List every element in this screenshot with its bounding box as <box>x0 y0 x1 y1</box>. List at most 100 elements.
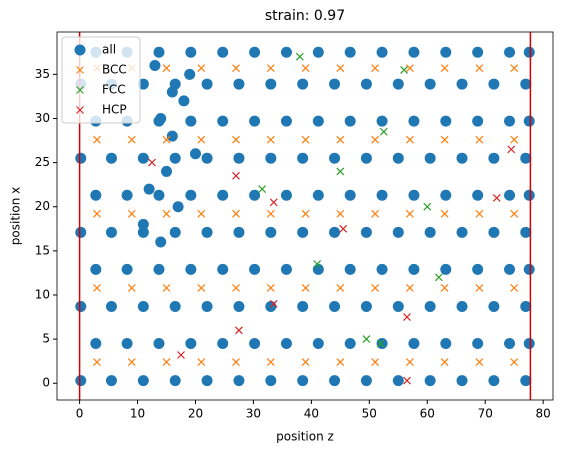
point <box>90 338 102 350</box>
point <box>105 152 117 164</box>
point <box>249 189 261 201</box>
x-tick-label: 20 <box>188 407 203 421</box>
cross-marker <box>232 171 240 180</box>
point <box>75 152 87 164</box>
cross-marker <box>162 64 171 73</box>
cross-marker <box>405 64 414 73</box>
cross-marker <box>127 358 136 366</box>
cross-marker <box>313 260 322 269</box>
legend-label: FCC <box>102 83 126 97</box>
point <box>217 338 229 350</box>
point <box>297 300 309 312</box>
point <box>440 189 452 201</box>
cross-marker <box>510 135 519 144</box>
y-tick-label: 10 <box>35 287 50 301</box>
cross-marker <box>177 351 185 359</box>
cross-marker <box>232 209 240 218</box>
point <box>344 338 356 350</box>
point <box>424 226 436 238</box>
cross-marker <box>266 358 275 366</box>
point <box>172 201 184 213</box>
point <box>344 46 356 58</box>
point <box>169 226 181 238</box>
point <box>155 112 167 124</box>
point <box>376 115 388 127</box>
point <box>217 263 229 275</box>
point <box>153 189 165 201</box>
cross-marker <box>379 127 388 136</box>
point <box>185 338 197 350</box>
cross-marker <box>93 135 101 144</box>
y-tick-label: 15 <box>35 243 50 257</box>
point <box>312 338 324 350</box>
cross-marker <box>492 193 501 202</box>
cross-marker <box>127 209 136 218</box>
point <box>440 46 452 58</box>
point <box>392 152 404 164</box>
cross-marker <box>440 135 449 144</box>
cross-marker <box>232 135 240 144</box>
point <box>344 189 356 201</box>
point <box>75 300 87 312</box>
cross-marker <box>510 283 519 292</box>
cross-marker <box>336 135 345 144</box>
point <box>185 46 197 58</box>
point <box>169 375 181 387</box>
cross-marker <box>127 135 136 144</box>
point <box>376 338 388 350</box>
point <box>233 226 245 238</box>
point <box>166 130 178 142</box>
x-tick-label: 40 <box>304 407 319 421</box>
point <box>217 46 229 58</box>
point <box>184 68 196 80</box>
cross-marker <box>336 358 345 366</box>
point <box>360 300 372 312</box>
point <box>520 78 532 90</box>
point <box>155 236 167 248</box>
cross-marker <box>510 64 519 73</box>
point <box>249 115 261 127</box>
point <box>456 152 468 164</box>
point <box>90 189 102 201</box>
point <box>75 226 87 238</box>
point <box>488 78 500 90</box>
point <box>121 189 133 201</box>
cross-marker <box>423 202 432 211</box>
legend-label: BCC <box>102 63 127 77</box>
cross-marker <box>197 135 206 144</box>
point <box>249 338 261 350</box>
point <box>392 226 404 238</box>
point <box>329 78 341 90</box>
point <box>265 226 277 238</box>
point <box>456 300 468 312</box>
point <box>297 78 309 90</box>
point <box>472 263 484 275</box>
point <box>137 300 149 312</box>
cross-marker <box>371 64 380 73</box>
point <box>523 46 535 58</box>
point <box>488 300 500 312</box>
point <box>280 115 292 127</box>
point <box>137 226 149 238</box>
point <box>149 60 161 72</box>
cross-marker <box>162 358 171 366</box>
point <box>424 152 436 164</box>
point <box>312 189 324 201</box>
point <box>424 300 436 312</box>
point <box>408 46 420 58</box>
point <box>161 165 173 177</box>
point <box>329 375 341 387</box>
legend-marker <box>76 86 84 94</box>
cross-marker <box>148 158 156 167</box>
cross-marker <box>371 358 380 366</box>
cross-marker <box>301 64 310 73</box>
point <box>440 263 452 275</box>
legend-marker <box>76 106 84 114</box>
point <box>153 338 165 350</box>
point <box>201 78 213 90</box>
point <box>185 263 197 275</box>
point <box>137 78 149 90</box>
cross-marker <box>510 358 519 366</box>
point <box>189 148 201 160</box>
legend-marker <box>74 44 86 56</box>
